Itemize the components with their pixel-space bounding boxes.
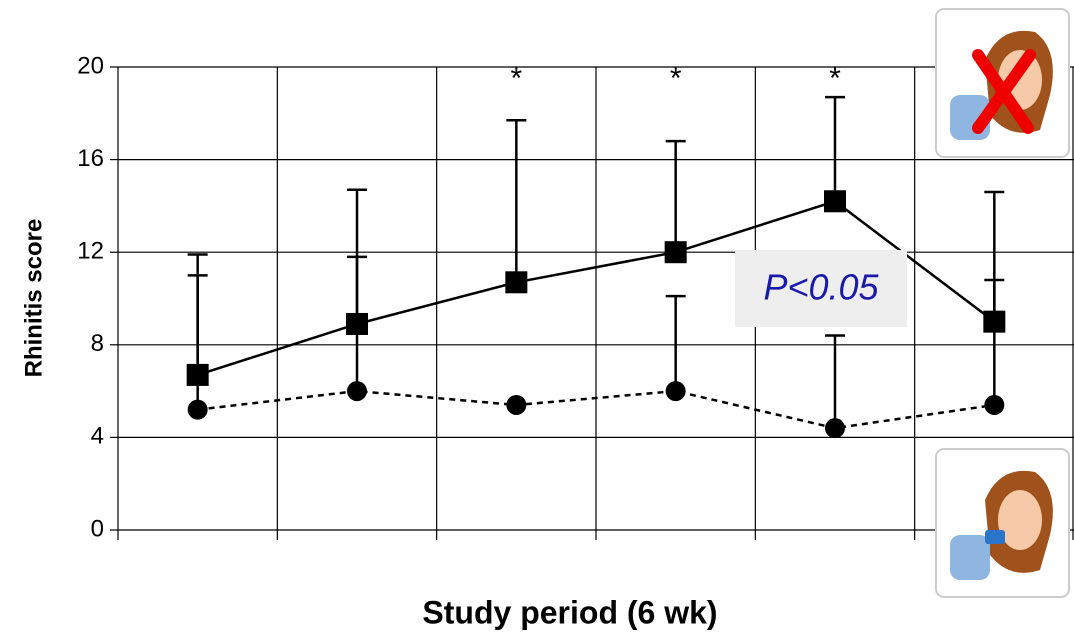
y-tick-label: 16: [77, 145, 104, 172]
y-tick-label: 20: [77, 52, 104, 79]
plot-area: 0 4 8 12 16 20 * * *: [77, 52, 1074, 542]
y-tick-label: 0: [91, 515, 104, 542]
marker: [186, 363, 209, 386]
marker: [505, 271, 528, 294]
marker: [506, 394, 527, 415]
significance-mark: *: [829, 62, 841, 95]
series-line: [197, 199, 996, 377]
x-axis-label: Study period (6 wk): [422, 594, 717, 630]
marker: [824, 190, 846, 213]
y-axis-label: Rhinitis score: [20, 219, 47, 378]
significance-mark: *: [510, 62, 522, 95]
y-tick-label: 4: [91, 423, 104, 450]
marker: [665, 381, 686, 402]
y-tick-label: 12: [77, 238, 104, 265]
note-box: [735, 250, 907, 327]
marker: [187, 399, 208, 420]
marker: [347, 381, 367, 402]
significance-mark: *: [670, 62, 682, 95]
icon-inhaler: [935, 448, 1070, 598]
note: P<0.05: [763, 267, 879, 308]
series-line: [197, 389, 995, 430]
marker: [825, 418, 845, 439]
marker: [346, 312, 368, 335]
marker: [983, 310, 1006, 333]
y-tick-label: 8: [91, 330, 104, 357]
marker: [984, 394, 1005, 415]
marker: [664, 241, 687, 264]
icon-no-inhaler: [935, 8, 1070, 158]
